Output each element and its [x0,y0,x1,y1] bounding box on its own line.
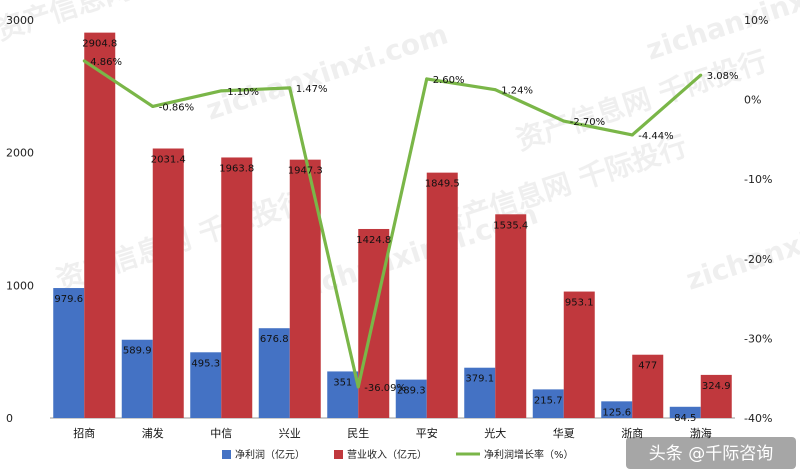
right-axis-tick-label: 10% [744,14,768,27]
net-profit-label: 125.6 [602,407,631,418]
revenue-label: 2904.8 [82,39,117,50]
net-profit-bar [190,352,222,418]
net-profit-label: 495.3 [191,358,220,369]
right-axis-tick-label: -30% [744,332,772,345]
net-profit-label: 215.7 [534,395,563,406]
growth-rate-point [151,104,155,108]
credit-badge: 头条 @千际咨询 [626,437,796,469]
growth-rate-label: 2.60% [433,75,465,86]
net-profit-bar [258,328,290,418]
category-label: 民生 [347,426,369,440]
revenue-label: 1947.3 [288,166,323,177]
watermark: zichanxinxi.com [682,187,800,296]
left-axis-tick-label: 0 [6,412,13,425]
growth-rate-label: 1.24% [501,86,533,97]
net-profit-label: 379.1 [465,374,494,385]
right-axis: 10% 0% -10% -20% -30% -40% [744,14,772,425]
growth-rate-point [219,89,223,93]
watermark: zichanxinxi.com [202,17,452,126]
net-profit-label: 589.9 [123,346,152,357]
growth-rate-point [630,133,634,137]
category-axis: 招商 浦发 中信 兴业 民生 平安 光大 华夏 浙商 渤海 [73,426,712,440]
revenue-label: 1535.4 [493,220,528,231]
revenue-label: 1424.8 [356,235,391,246]
watermark: 资产信息网 千际投行 [0,0,251,47]
credit-text: 头条 @千际咨询 [649,444,773,464]
growth-rate-label: -36.09% [364,383,406,394]
category-label: 渤海 [690,426,712,440]
growth-rate-label: -2.70% [570,117,605,128]
growth-rate-label: -0.86% [159,102,194,113]
net-profit-label: 676.8 [260,334,289,345]
revenue-bar [632,354,664,418]
net-profit-label: 979.6 [54,294,83,305]
left-axis-tick-label: 2000 [6,147,34,160]
revenue-bar [152,148,184,419]
right-axis-tick-label: -10% [744,173,772,186]
growth-rate-label: 1.10% [227,87,259,98]
growth-rate-label: 3.08% [707,71,739,82]
growth-rate-label: 4.86% [90,57,122,68]
category-label: 中信 [210,427,232,440]
credit-background [626,437,796,469]
net-profit-bar [395,379,427,418]
net-profit-bar [601,401,633,418]
category-label: 兴业 [279,427,301,440]
growth-rate-point [356,385,360,389]
left-axis-tick-label: 3000 [6,14,34,27]
net-profit-bar [327,371,359,418]
revenue-label: 2031.4 [151,155,186,166]
category-label: 平安 [416,426,438,440]
growth-rate-point [699,73,703,77]
net-profit-bar [121,339,153,418]
growth-rate-label: -4.44% [638,131,673,142]
right-axis-tick-label: -40% [744,412,772,425]
revenue-bar [426,172,458,418]
revenue-label: 1963.8 [219,163,254,174]
growth-rate-point [425,77,429,81]
net-profit-bar [53,288,85,418]
growth-rate-point [493,88,497,92]
revenue-bar [700,374,732,418]
growth-line [82,59,703,389]
left-axis-tick-label: 1000 [6,279,34,292]
category-label: 浦发 [142,426,164,440]
net-profit-bar [669,406,701,418]
revenue-label: 324.9 [702,381,731,392]
legend-label: 净利润增长率（%） [484,448,574,461]
growth-rate-point [562,119,566,123]
revenue-label: 1849.5 [425,179,460,190]
legend-swatch [334,450,343,459]
bars [53,32,732,419]
growth-rate-point [288,86,292,90]
right-axis-tick-label: -20% [744,253,772,266]
revenue-label: 953.1 [565,298,594,309]
category-label: 招商 [73,426,95,440]
legend-label: 净利润（亿元） [235,448,305,461]
revenue-bar [221,157,253,419]
growth-rate-point [82,59,86,63]
category-label: 浙商 [621,426,643,440]
right-axis-tick-label: 0% [744,94,761,107]
net-profit-label: 289.3 [397,386,426,397]
revenue-bar [563,291,595,418]
legend-label: 营业收入（亿元） [347,448,427,461]
legend: 净利润（亿元） 营业收入（亿元） 净利润增长率（%） [222,448,574,461]
growth-rate-label: 1.47% [296,84,328,95]
revenue-bar [495,214,527,418]
data-labels: 979.6 589.9 495.3 676.8 351 289.3 379.1 215.7 12… [54,39,738,424]
revenue-label: 477 [638,361,657,372]
revenue-bar [84,32,116,418]
net-profit-label: 84.5 [674,413,696,424]
legend-swatch [222,450,231,459]
category-label: 光大 [484,426,506,440]
growth-rate-line [83,59,702,389]
net-profit-label: 351 [333,377,352,388]
category-label: 华夏 [553,426,575,440]
net-profit-bar [532,389,564,418]
net-profit-bar [464,367,496,418]
